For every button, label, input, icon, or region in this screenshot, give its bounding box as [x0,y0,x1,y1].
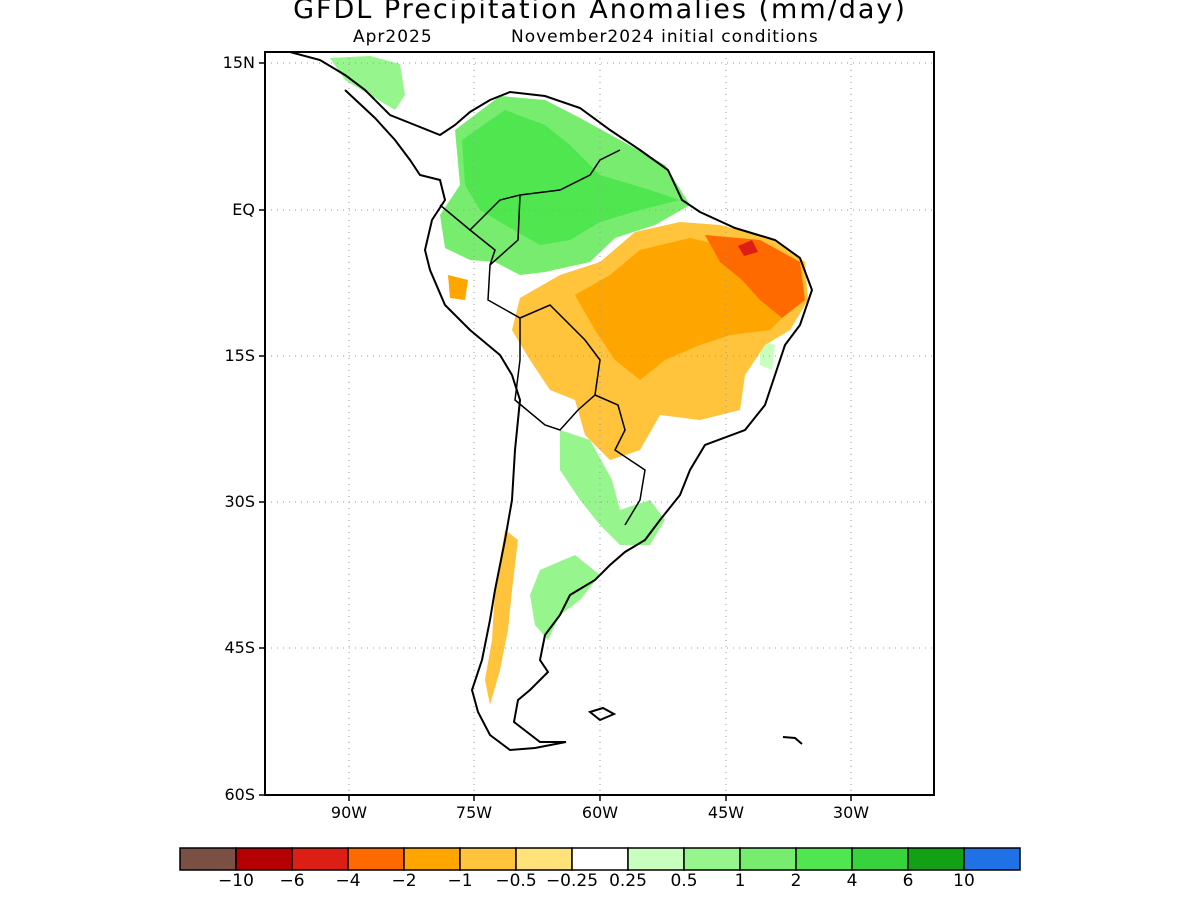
lat-label-15n: 15N [222,53,255,72]
colorbar-label: 2 [790,871,802,891]
colorbar-box [739,847,797,871]
colorbar-box [627,847,685,871]
colorbar-box [347,847,405,871]
falkland-islands [587,706,617,722]
colorbar-label: −2 [391,871,417,891]
andean-border [439,194,596,431]
colorbar-label: −0.25 [545,871,599,891]
colorbar-label: 0.25 [609,871,647,891]
lat-label-30s: 30S [224,492,255,511]
colorbar-box [403,847,461,871]
negative-anomaly-chile [485,530,518,705]
lon-label-45w: 45W [707,803,745,822]
lat-label-60s: 60S [224,785,255,804]
colorbar-label: −1 [447,871,473,891]
positive-anomaly-southeast [560,430,665,545]
lat-label-eq: EQ [232,200,255,219]
colorbar-label: −4 [335,871,361,891]
colorbar-label: −0.5 [495,871,537,891]
coastlines [289,52,814,752]
colorbar-box [907,847,965,871]
colorbar-box [963,847,1021,871]
colorbar-label: 0.5 [670,871,698,891]
colorbar-box [851,847,909,871]
colorbar-label: 4 [846,871,858,891]
extreme-negative-anomaly-northeast [738,240,758,256]
axis-ticks [259,62,852,801]
colorbar-box [683,847,741,871]
lon-label-30w: 30W [832,803,870,822]
colorbar-box [571,847,629,871]
strong-positive-anomaly-north [462,110,680,245]
lon-label-60w: 60W [581,803,619,822]
subtitle-month: Apr2025 [353,27,433,47]
colorbar-box [179,847,237,871]
colorbar-label: −6 [279,871,305,891]
colorbar-label: 6 [902,871,914,891]
lon-label-90w: 90W [330,803,368,822]
brazil-border [487,149,646,526]
positive-anomaly-central-america [330,56,405,110]
positive-anomaly-patagonia [530,555,600,640]
map-title: GFDL Precipitation Anomalies (mm/day) [293,0,907,25]
colorbar-box [235,847,293,871]
south-georgia [782,736,803,745]
subtitle-initial-conditions: November2024 initial conditions [511,27,819,47]
colorbar-label: 1 [734,871,746,891]
positive-anomaly-east-coast [760,340,775,370]
lon-label-75w: 75W [455,803,493,822]
lat-label-15s: 15S [224,346,255,365]
lat-label-45s: 45S [224,638,255,657]
very-strong-negative-anomaly-northeast [705,235,805,318]
colorbar [179,847,1021,871]
anomaly-field [330,56,808,705]
colorbar-box [459,847,517,871]
colorbar-box [515,847,573,871]
colorbar-box [291,847,349,871]
central-america-coast [289,52,814,752]
colorbar-label: −10 [218,871,254,891]
colorbar-label: 10 [953,871,975,891]
negative-anomaly-peru [448,275,468,300]
colorbar-box [795,847,853,871]
